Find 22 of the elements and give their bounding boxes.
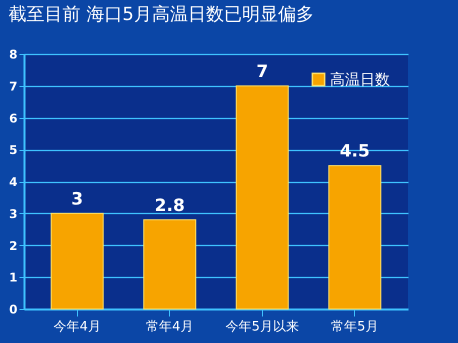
bar (236, 85, 289, 310)
x-tick-label: 常年4月 (146, 320, 194, 334)
y-tick-label: 6 (9, 111, 18, 126)
x-tick-label: 今年4月 (54, 320, 101, 334)
y-tick-label: 7 (9, 79, 18, 94)
y-tick-label: 4 (9, 175, 18, 189)
bar (328, 165, 382, 310)
y-tick-label: 8 (9, 48, 18, 62)
x-tick-label: 常年5月 (331, 320, 378, 334)
data-label: 7 (256, 62, 268, 82)
y-tick-label: 5 (9, 143, 18, 158)
y-tick-label: 1 (9, 270, 18, 285)
bar (143, 219, 196, 310)
bar (50, 212, 104, 310)
data-label: 2.8 (154, 196, 185, 216)
chart-title: 截至目前 海口5月高温日数已明显偏多 (8, 4, 314, 25)
y-tick-label: 2 (9, 238, 18, 253)
data-label: 3 (71, 189, 84, 210)
legend-label: 高温日数 (330, 70, 390, 88)
x-tick-label: 今年5月以来 (226, 320, 299, 334)
y-tick-label: 0 (9, 302, 18, 316)
y-tick-label: 3 (9, 206, 18, 221)
